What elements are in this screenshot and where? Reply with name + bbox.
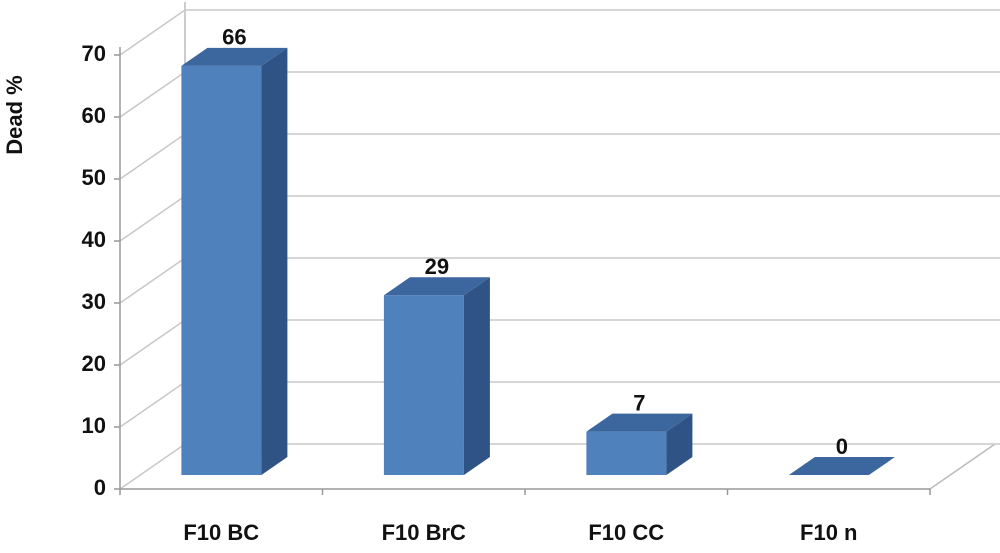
bar-top: [383, 277, 490, 296]
bar: [181, 47, 288, 476]
value-label: 7: [633, 390, 645, 415]
y-tick-label: 20: [82, 351, 106, 376]
floor-edge: [929, 443, 996, 490]
y-tick-label: 10: [82, 413, 106, 438]
y-tick-label: 40: [82, 227, 106, 252]
bar-top: [586, 413, 693, 432]
bar: [586, 413, 693, 476]
value-label: 0: [836, 434, 848, 459]
bar-front: [181, 65, 262, 476]
y-tick-label: 0: [94, 475, 106, 500]
y-tick-label: 50: [82, 165, 106, 190]
x-tick-label: F10 BrC: [382, 520, 466, 545]
x-tick-label: F10 CC: [588, 520, 664, 545]
y-tick-label: 30: [82, 289, 106, 314]
bar-side: [261, 47, 288, 476]
grid-line: [119, 9, 1000, 56]
bar-side: [666, 413, 693, 476]
value-label: 66: [222, 25, 246, 50]
y-axis-label: Dead %: [2, 75, 27, 154]
y-tick-label: 70: [82, 41, 106, 66]
bar-front: [586, 431, 667, 476]
bar-side: [463, 277, 490, 476]
bar-top: [181, 47, 288, 66]
y-tick-label: 60: [82, 103, 106, 128]
x-tick-label: F10 n: [800, 520, 857, 545]
x-tick-label: F10 BC: [183, 520, 259, 545]
bar: [383, 277, 490, 476]
bar-front: [383, 295, 464, 476]
bar-top: [788, 457, 895, 476]
bar: [788, 457, 895, 476]
value-label: 29: [425, 254, 449, 279]
